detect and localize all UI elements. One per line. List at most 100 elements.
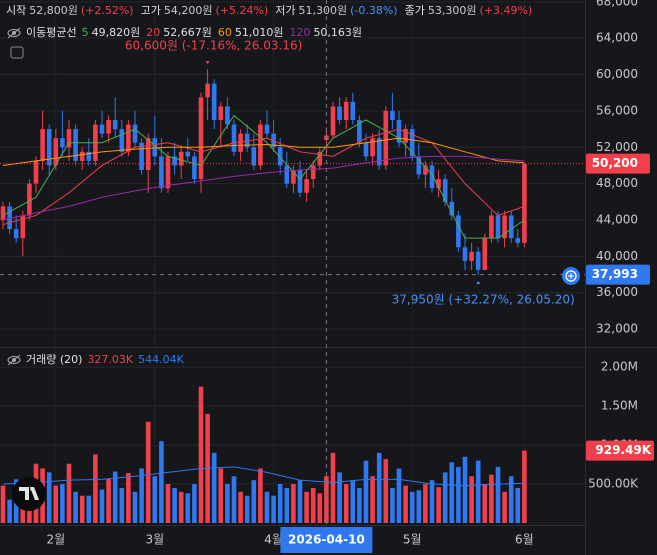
- volume-bar: [370, 476, 375, 523]
- candle-body: [145, 138, 151, 170]
- candle-body: [112, 120, 118, 130]
- volume-bar: [403, 485, 408, 523]
- candle-body: [390, 110, 395, 120]
- volume-bar: [73, 491, 78, 523]
- volume-bar: [139, 468, 144, 523]
- volume-tick-label: 1.50M: [601, 399, 638, 413]
- volume-bar: [502, 491, 507, 523]
- candle-body: [330, 106, 336, 136]
- volume-bar: [145, 421, 151, 523]
- legend-text: 50,163원: [313, 26, 362, 39]
- y-tick-label: 64,000: [596, 31, 638, 45]
- volume-bar: [343, 484, 349, 523]
- volume-tick-label: 2.00M: [601, 360, 638, 374]
- volume-bar: [264, 491, 270, 523]
- candle-body: [205, 83, 210, 98]
- candle-body: [40, 129, 45, 161]
- volume-bar: [244, 495, 250, 523]
- legend-text: (-0.38%): [350, 4, 398, 17]
- add-button[interactable]: [562, 267, 580, 285]
- volume-bar: [522, 450, 527, 523]
- candle-body: [376, 138, 382, 166]
- candle-body: [383, 110, 389, 166]
- x-tick-label: 6월: [515, 533, 534, 547]
- candle-body: [304, 179, 309, 193]
- volume-eye-icon[interactable]: [7, 354, 21, 366]
- crosshair-date-tag: [280, 527, 373, 553]
- volume-bar: [330, 452, 336, 523]
- volume-bar: [291, 484, 296, 523]
- candle-body: [159, 156, 164, 189]
- candle-body: [409, 129, 415, 157]
- volume-bar: [238, 491, 243, 523]
- volume-bar: [152, 476, 158, 523]
- volume-bar: [119, 487, 125, 523]
- candle-body: [495, 215, 501, 239]
- candle-body: [456, 215, 461, 248]
- legend-text: (+3.49%): [479, 4, 532, 17]
- volume-bar: [429, 480, 435, 523]
- candle-body: [337, 106, 342, 120]
- volume-bar: [363, 460, 369, 523]
- volume-bar: [442, 472, 448, 523]
- legend-text: 고가: [141, 4, 161, 17]
- legend-text: (+2.52%): [81, 4, 134, 17]
- last-price-label: 50,200: [592, 156, 638, 170]
- volume-bar: [482, 484, 488, 523]
- collapse-icon[interactable]: [10, 46, 24, 59]
- y-tick-label: 68,000: [596, 0, 638, 8]
- x-tick-label: 4월: [264, 533, 283, 547]
- candle-body: [489, 215, 494, 239]
- volume-bar: [337, 472, 342, 523]
- low-annotation: 37,950원 (+32.27%, 26.05.20): [392, 293, 575, 307]
- candle-body: [27, 183, 32, 216]
- candle-body: [218, 106, 224, 120]
- volume-bar: [86, 495, 92, 523]
- candle-body: [396, 120, 402, 143]
- legend-text: 20: [146, 26, 160, 39]
- volume-bar: [79, 495, 85, 523]
- y-tick-label: 56,000: [596, 103, 638, 117]
- candle-body: [436, 179, 441, 189]
- legend-text: 이동평균선: [26, 26, 77, 39]
- high-annotation: 60,600원 (-17.16%, 26.03.16): [125, 39, 302, 53]
- candle-body: [132, 124, 138, 143]
- candle-body: [198, 97, 204, 180]
- legend-text: 시작: [6, 4, 26, 17]
- volume-bar: [172, 487, 177, 523]
- legend-text: 거래량 (20): [26, 353, 82, 366]
- volume-bar: [198, 386, 204, 523]
- volume-bar: [416, 490, 422, 523]
- candle-body: [350, 101, 356, 120]
- y-tick-label: 32,000: [596, 322, 638, 336]
- candle-body: [185, 151, 191, 157]
- candle-body: [429, 165, 435, 189]
- legend-text: 544.04K: [138, 353, 184, 366]
- volume-bar: [304, 491, 309, 523]
- candle-body: [403, 129, 408, 143]
- volume-bar: [112, 471, 118, 523]
- candle-body: [363, 142, 369, 157]
- volume-bar: [178, 491, 184, 523]
- volume-bar: [7, 499, 12, 523]
- candle-body: [33, 160, 39, 184]
- eye-icon[interactable]: [7, 27, 21, 39]
- volume-bar: [390, 487, 395, 523]
- candle-body: [357, 120, 362, 143]
- candle-body: [165, 156, 171, 189]
- volume-bar: [93, 454, 98, 523]
- volume-last-tag: [586, 440, 654, 461]
- candle-body: [508, 215, 514, 239]
- candle-body: [106, 120, 111, 134]
- candle-body: [172, 156, 177, 166]
- candle-body: [416, 156, 422, 175]
- candle-body: [297, 170, 303, 193]
- volume-bar: [258, 468, 263, 523]
- legend-text: 53,300원: [428, 4, 477, 17]
- volume-bar: [218, 468, 224, 523]
- legend-text: (+5.24%): [215, 4, 268, 17]
- legend-text: 52,667원: [163, 26, 212, 39]
- volume-bar: [251, 480, 257, 523]
